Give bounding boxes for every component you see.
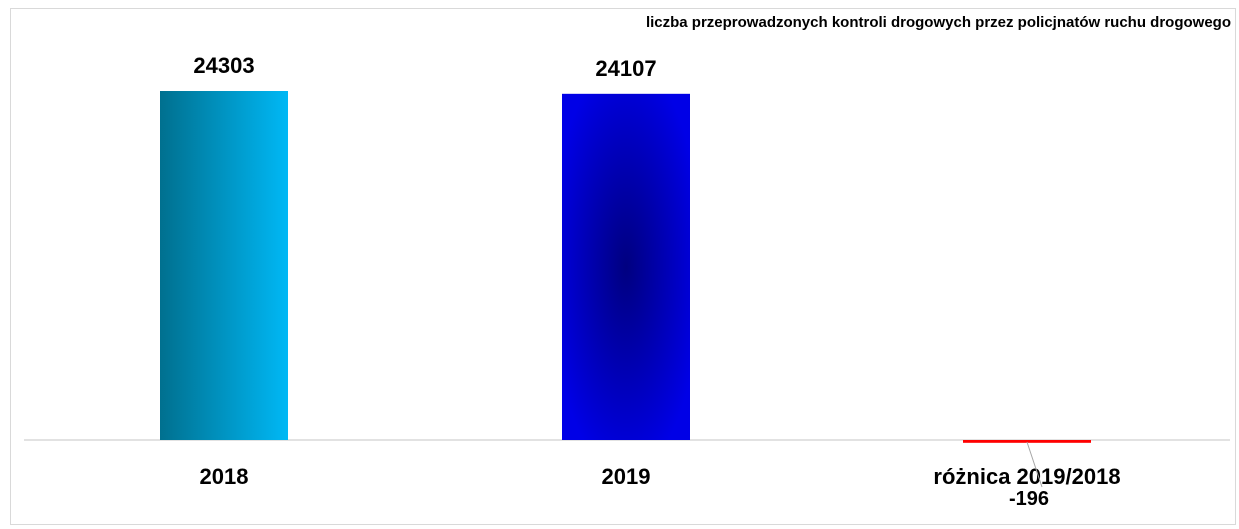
x-tick-label: różnica 2019/2018 — [933, 464, 1120, 489]
bar-3 — [963, 440, 1091, 443]
bar-1 — [160, 91, 288, 440]
chart-title: liczba przeprowadzonych kontroli drogowy… — [645, 14, 1231, 31]
bar-2 — [562, 93, 690, 440]
x-tick-label: 2018 — [200, 464, 249, 489]
data-label: -196 — [1009, 488, 1049, 510]
leader-line — [1026, 441, 1043, 488]
x-tick-label: 2019 — [602, 464, 651, 489]
data-label: 24303 — [193, 53, 254, 78]
data-label: 24107 — [595, 56, 656, 81]
